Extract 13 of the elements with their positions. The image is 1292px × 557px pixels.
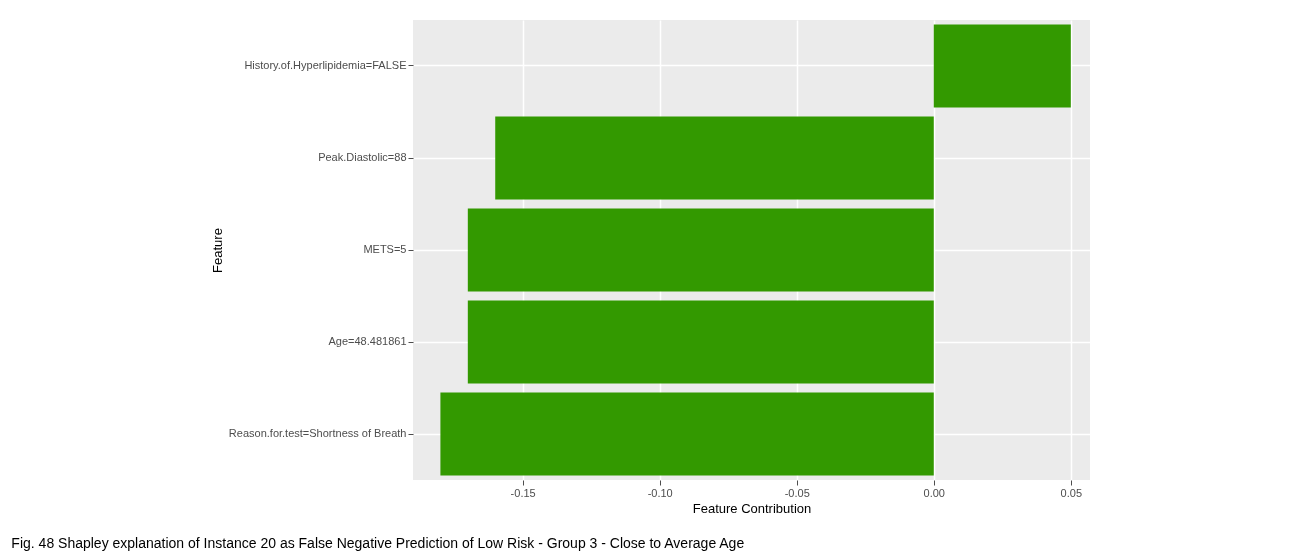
y-tick-label: Reason.for.test=Shortness of Breath bbox=[228, 427, 407, 439]
x-tick-label: -0.15 bbox=[510, 486, 536, 499]
caption: Fig. 48 Shapley explanation of Instance 20 as False Negative Prediction of Low Risk - Group 3 - Close to Average Age bbox=[11, 535, 745, 551]
x-tick-label: 0.05 bbox=[1060, 486, 1083, 499]
x-axis-title: Feature Contribution bbox=[692, 500, 812, 516]
y-tick-label: Peak.Diastolic=88 bbox=[318, 151, 407, 163]
x-tick-label: -0.05 bbox=[784, 486, 810, 499]
y-tick-label: History.of.Hyperlipidemia=FALSE bbox=[244, 59, 407, 71]
x-tick-label: -0.10 bbox=[647, 486, 673, 499]
y-axis-title: Feature bbox=[209, 228, 225, 273]
x-tick-label: 0.00 bbox=[923, 486, 945, 499]
y-tick-label: METS=5 bbox=[363, 243, 407, 255]
y-tick-label: Age=48.481861 bbox=[328, 335, 407, 347]
